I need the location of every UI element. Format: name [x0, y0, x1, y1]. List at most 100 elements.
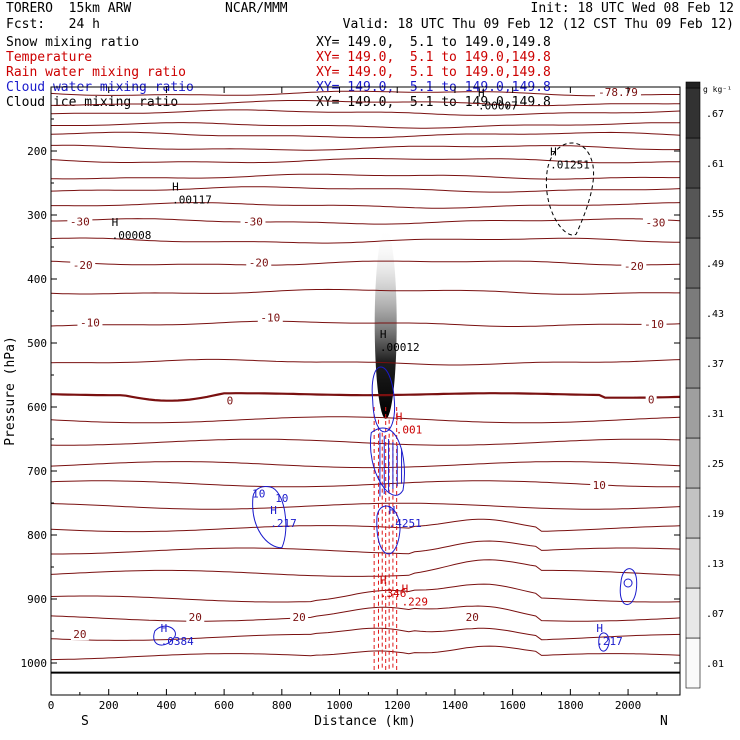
temperature-label: -20: [249, 256, 269, 269]
maximum-marker: H: [478, 87, 485, 100]
colorbar-segment: [685, 537, 701, 589]
maximum-value: .217: [270, 517, 297, 530]
colorbar-label: .61: [706, 159, 724, 170]
colorbar-top: [685, 81, 701, 89]
maximum-value: .0384: [161, 635, 194, 648]
label-background: [594, 86, 641, 99]
x-end-label-right: N: [660, 714, 668, 729]
maximum-marker: H: [389, 504, 396, 517]
isotherm-line: [50, 502, 681, 510]
plot-frame: [50, 86, 681, 696]
colorbar-label: .07: [706, 609, 724, 620]
forecast-label: Fcst: 24 h: [6, 17, 100, 32]
temperature-label: 20: [189, 611, 202, 624]
maximum-value: .00007: [478, 100, 518, 113]
y-tick-label: 300: [27, 209, 47, 222]
colorbar-label: .25: [706, 459, 724, 470]
field-name: Cloud ice mixing ratio: [6, 95, 179, 110]
maximum-marker: H: [402, 583, 409, 596]
model-title: TORERO 15km ARW: [6, 1, 132, 16]
colorbar-label: .31: [706, 409, 724, 420]
isotherm-zero-line: [50, 392, 681, 402]
temperature-label: -20: [624, 260, 644, 273]
label-background: [70, 628, 89, 641]
maximum-value: .217: [596, 635, 623, 648]
label-background: [621, 260, 647, 273]
cloud-water-contour: [623, 578, 633, 588]
isotherm-line: [50, 109, 681, 116]
label-background: [224, 394, 236, 407]
y-tick-label: 400: [27, 273, 47, 286]
temperature-label: -10: [260, 311, 280, 324]
temperature-label: 20: [466, 611, 479, 624]
maximum-marker: H: [596, 622, 603, 635]
field-xy: XY= 149.0, 5.1 to 149.0,149.8: [316, 50, 551, 65]
cloud-water-contour: [598, 632, 610, 652]
y-tick-label: 800: [27, 529, 47, 542]
y-tick-label: 200: [27, 145, 47, 158]
cloud-water-contour: [369, 427, 405, 496]
temperature-label: -20: [73, 259, 93, 272]
x-tick-label: 1800: [557, 699, 584, 712]
x-axis-label: Distance (km): [314, 714, 416, 729]
isotherm-line: [50, 518, 681, 533]
maximum-value: .346: [380, 587, 407, 600]
maximum-value: .00117: [172, 194, 212, 207]
label-background: [642, 216, 668, 229]
y-tick-label: 700: [27, 465, 47, 478]
temperature-label: -30: [70, 215, 90, 228]
temperature-label: -30: [243, 215, 263, 228]
x-tick-label: 1600: [499, 699, 526, 712]
x-tick-label: 1400: [442, 699, 469, 712]
colorbar-label: .55: [706, 209, 724, 220]
colorbar-segment: [685, 637, 701, 689]
isotherm-line: [50, 158, 681, 164]
y-tick-label: 600: [27, 401, 47, 414]
temperature-label: -30: [646, 217, 666, 230]
cloud-water-contour: [371, 366, 396, 433]
y-tick-label: 1000: [21, 657, 48, 670]
x-tick-label: 1000: [326, 699, 353, 712]
isotherm-line: [51, 218, 681, 225]
isotherm-line: [50, 237, 680, 244]
isotherm-line: [51, 202, 681, 209]
isotherm-line: [50, 173, 680, 180]
label-background: [257, 311, 283, 324]
field-xy: XY= 149.0, 5.1 to 149.0,149.8: [316, 35, 551, 50]
temperature-label: 0: [227, 395, 234, 408]
colorbar-label: .13: [706, 559, 724, 570]
field-xy: XY= 149.0, 5.1 to 149.0,149.8: [316, 65, 551, 80]
colorbar-label: .19: [706, 509, 724, 520]
valid-time: Valid: 18 UTC Thu 09 Feb 12 (12 CST Thu …: [342, 17, 734, 32]
field-name: Snow mixing ratio: [6, 35, 140, 50]
label-background: [641, 317, 667, 330]
colorbar-segment: [685, 187, 701, 239]
maximum-marker: H: [380, 574, 387, 587]
colorbar-segment: [685, 237, 701, 289]
maximum-value: .00008: [112, 229, 152, 242]
maximum-marker: H: [396, 410, 403, 423]
isotherm-line: [50, 461, 681, 469]
temperature-label: 20: [293, 611, 306, 624]
x-tick-label: 0: [48, 699, 55, 712]
cloud-ice-contour: [545, 142, 594, 236]
label-background: [590, 479, 609, 492]
label-background: [70, 258, 96, 271]
isotherm-line: [50, 559, 681, 577]
isotherm-line: [50, 645, 681, 661]
x-tick-label: 400: [156, 699, 176, 712]
cloud-water-label: 10: [252, 487, 265, 500]
maximum-value: .00012: [380, 341, 420, 354]
isotherm-line: [50, 438, 681, 446]
x-tick-label: 1200: [384, 699, 411, 712]
temperature-label: -78.79: [598, 86, 638, 99]
label-background: [77, 316, 103, 329]
isotherm-line: [50, 416, 681, 424]
label-background: [290, 610, 309, 623]
isotherm-line: [50, 260, 681, 266]
cloud-water-contour: [619, 568, 638, 605]
isotherm-line: [50, 186, 681, 193]
isotherm-line: [51, 100, 680, 107]
isotherm-line: [50, 358, 681, 366]
